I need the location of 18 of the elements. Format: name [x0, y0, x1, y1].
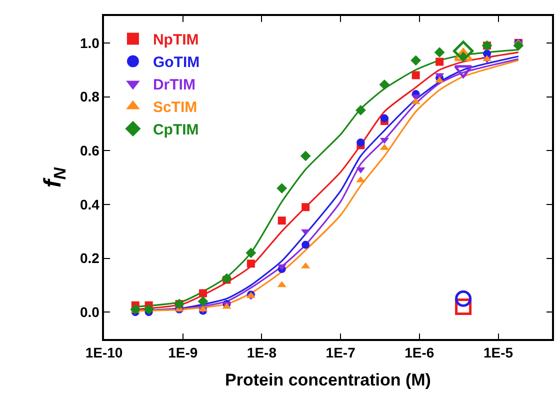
legend-label: CpTIM [152, 122, 199, 139]
x-tick-label: 1E-7 [326, 344, 356, 361]
x-tick-label: 1E-9 [168, 344, 198, 361]
y-tick-label: 0.6 [80, 142, 100, 158]
x-tick-label: 1E-5 [483, 344, 514, 361]
y-tick-label: 0.4 [80, 196, 100, 212]
legend-label: DrTIM [152, 76, 196, 94]
x-tick-label: 1E-10 [85, 344, 123, 361]
x-tick-label: 1E-8 [246, 344, 277, 361]
legend-label: ScTIM [152, 99, 198, 116]
y-tick-label: 0.0 [80, 304, 100, 320]
y-tick-label: 1.0 [80, 34, 100, 51]
legend-label: NpTIM [152, 32, 199, 49]
y-tick-label: 0.8 [80, 88, 100, 105]
y-tick-label: 0.2 [80, 250, 100, 266]
x-axis-title: Protein concentration (M) [225, 370, 431, 390]
x-tick-label: 1E-6 [404, 344, 434, 361]
legend-label: GoTIM [152, 54, 200, 72]
